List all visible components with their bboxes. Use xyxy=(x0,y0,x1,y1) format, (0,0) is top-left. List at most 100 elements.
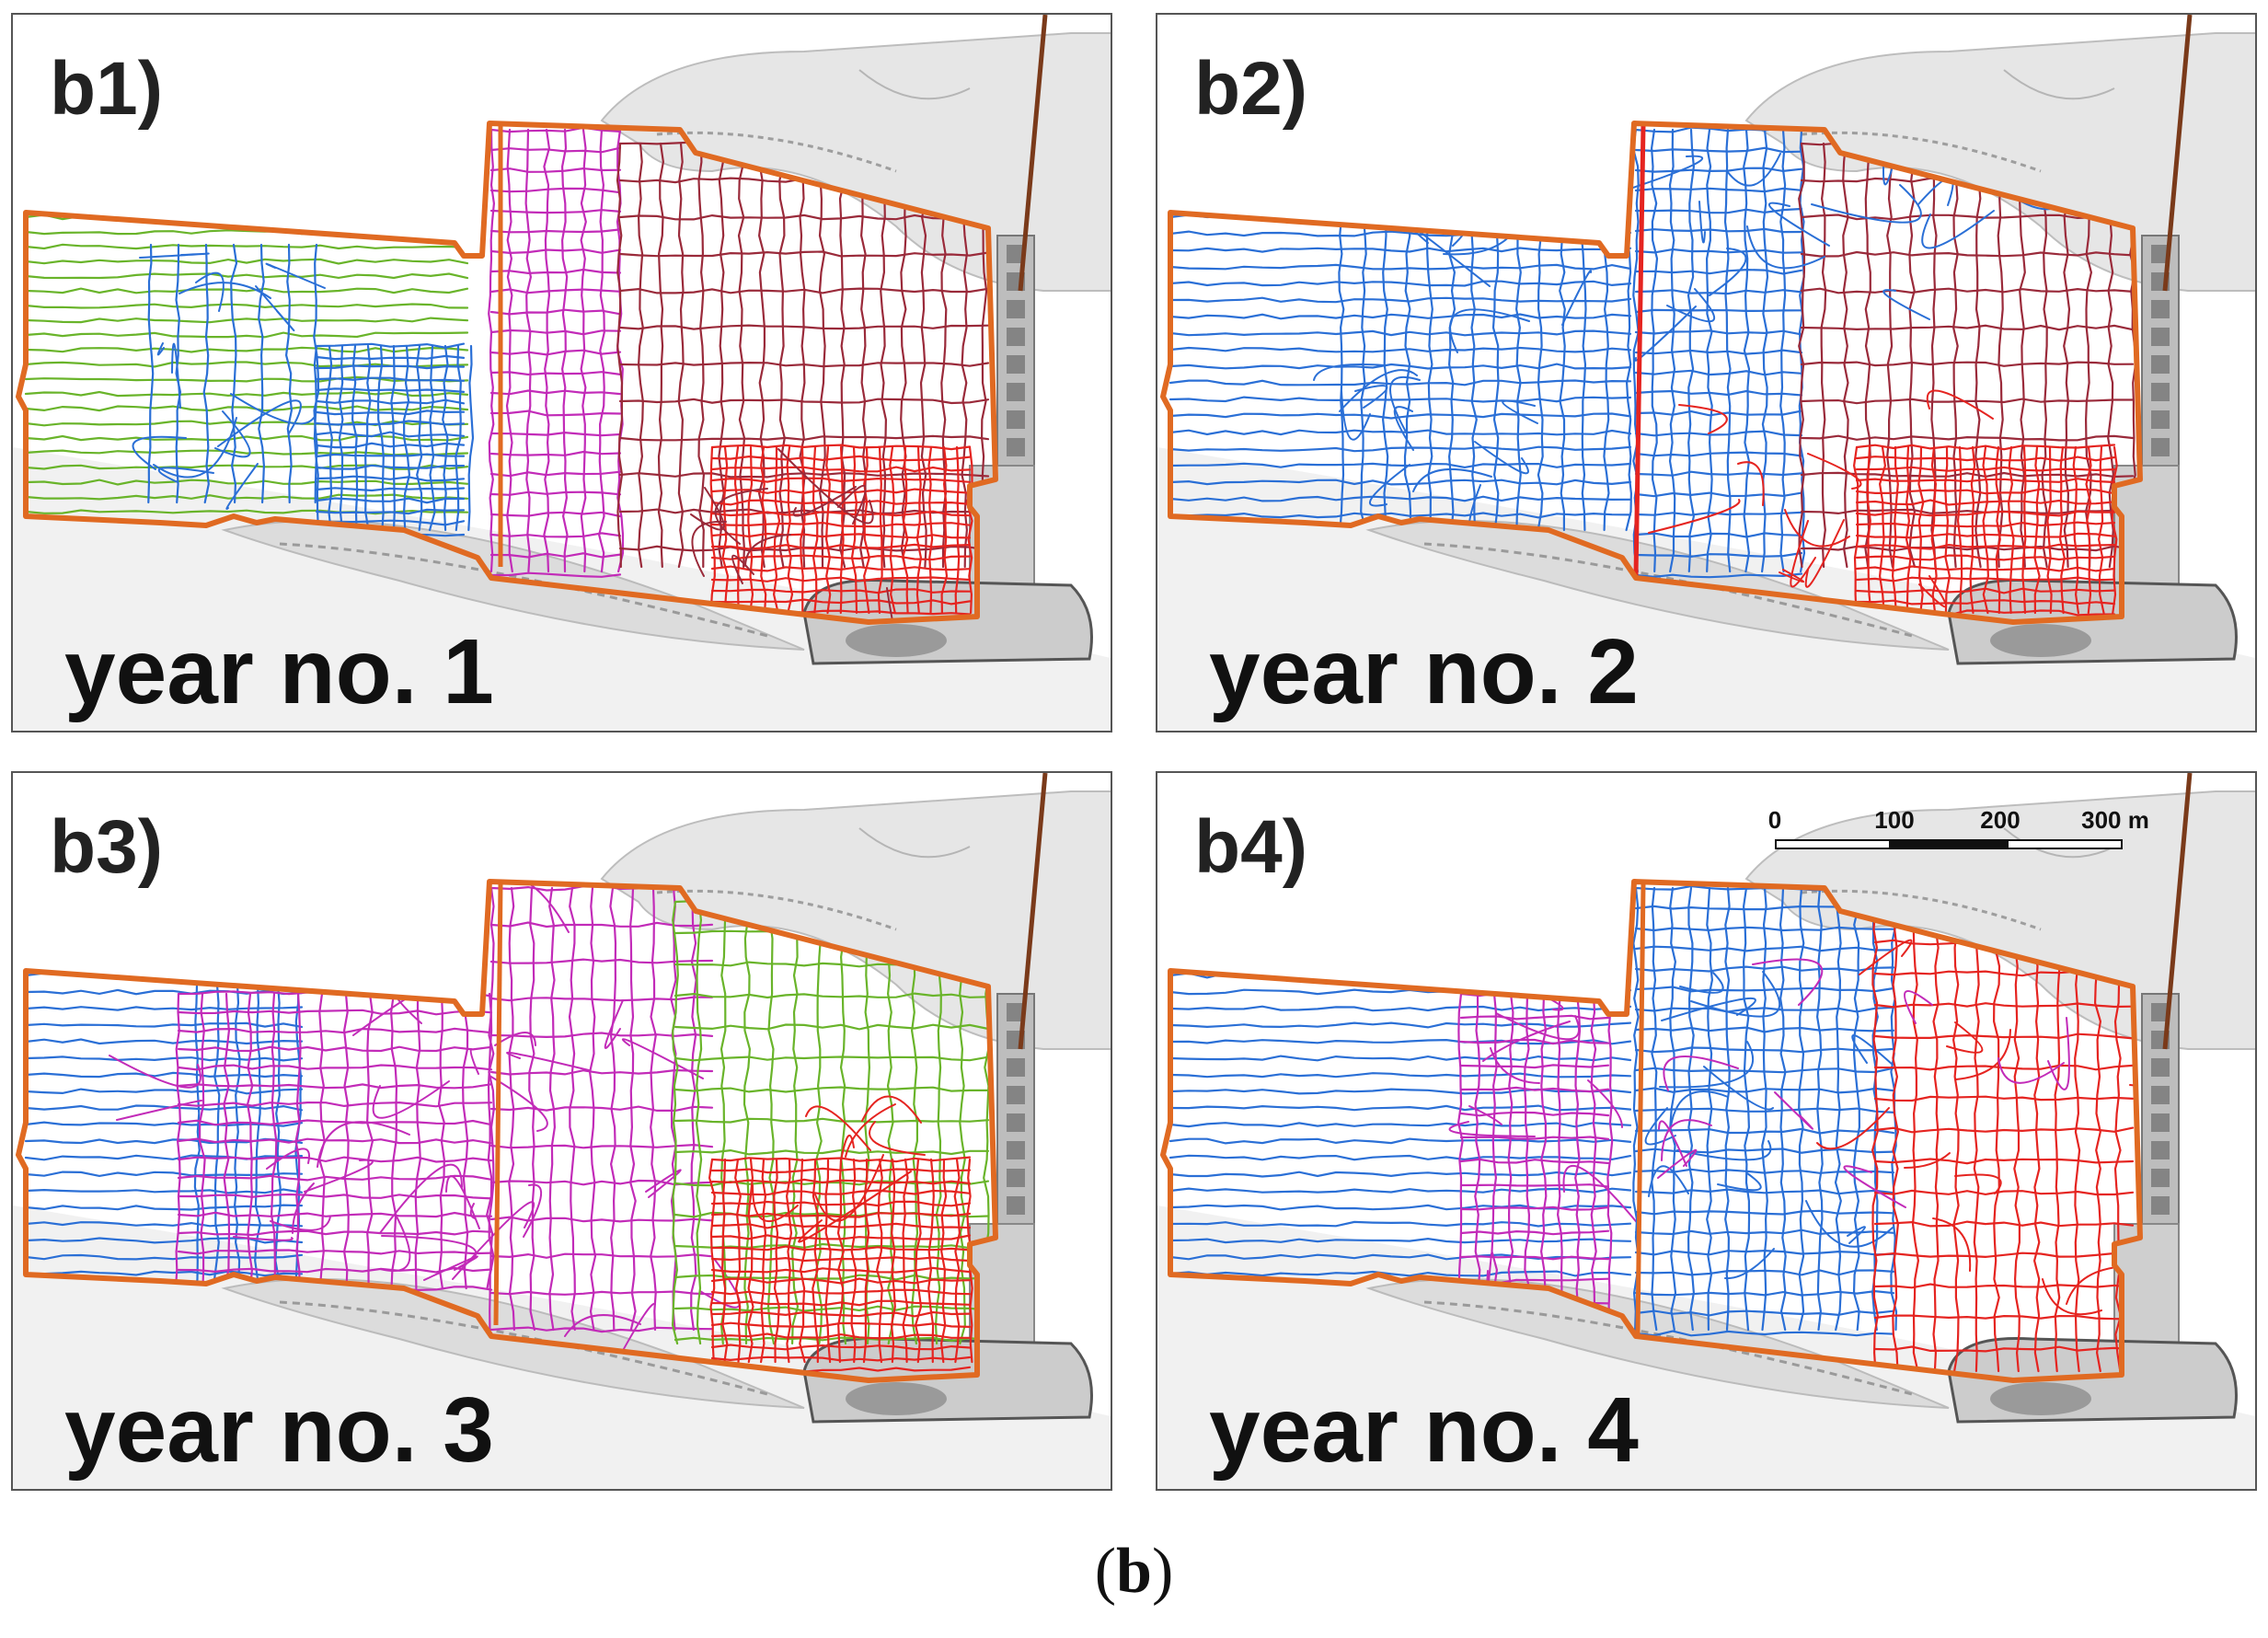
survey-track xyxy=(1587,1079,1623,1128)
zone-divider xyxy=(1633,124,1646,577)
survey-track xyxy=(2047,1017,2070,1090)
survey-track xyxy=(1634,308,1803,314)
survey-tracks xyxy=(1169,123,2137,617)
survey-track xyxy=(1873,1220,2135,1228)
survey-track xyxy=(469,1203,476,1219)
scale-bar: 0 100 200 300 m xyxy=(1766,806,2152,871)
survey-track xyxy=(1574,992,1582,1327)
survey-track xyxy=(695,900,703,1345)
survey-track xyxy=(24,1121,304,1127)
survey-track xyxy=(1634,1228,1895,1236)
survey-track xyxy=(365,992,374,1290)
survey-track xyxy=(1474,992,1481,1327)
survey-track xyxy=(2007,445,2015,615)
survey-track xyxy=(174,992,182,1290)
survey-track xyxy=(376,344,385,532)
pier-block xyxy=(2151,1141,2170,1159)
survey-track xyxy=(1634,268,1803,275)
survey-track xyxy=(812,1158,820,1364)
year-label: year no. 1 xyxy=(64,620,494,723)
survey-track xyxy=(265,262,326,289)
survey-track xyxy=(489,248,622,255)
survey-track xyxy=(489,571,622,578)
survey-track xyxy=(489,1216,714,1223)
survey-track xyxy=(1169,1187,1632,1194)
survey-track xyxy=(157,467,214,483)
survey-track xyxy=(1661,1119,1712,1161)
survey-track xyxy=(223,992,231,1290)
jetty-shadow xyxy=(846,624,947,657)
port-curve xyxy=(858,827,971,859)
survey-track xyxy=(1459,1158,1610,1165)
survey-track xyxy=(1873,1189,2135,1196)
survey-track xyxy=(1676,1140,1772,1161)
survey-track xyxy=(315,442,466,449)
survey-track xyxy=(1580,215,1587,532)
survey-track xyxy=(752,1184,799,1222)
survey-track xyxy=(731,555,754,584)
survey-track xyxy=(886,900,894,1345)
survey-track xyxy=(744,534,791,567)
survey-track xyxy=(837,484,867,525)
survey-track xyxy=(494,1032,536,1046)
survey-track xyxy=(1169,429,1632,436)
survey-track xyxy=(489,146,622,154)
survey-track xyxy=(690,886,697,1332)
map-b3 xyxy=(13,773,1111,1489)
year-label: year no. 3 xyxy=(64,1378,494,1482)
survey-track xyxy=(109,1055,201,1089)
survey-track xyxy=(710,1344,972,1351)
survey-track xyxy=(24,1071,304,1079)
survey-track xyxy=(1800,361,2135,367)
survey-track xyxy=(177,1045,493,1053)
survey-track xyxy=(710,1321,972,1328)
survey-track xyxy=(1717,1172,1762,1192)
survey-track xyxy=(489,470,622,478)
survey-track xyxy=(1852,445,1859,615)
map-b1 xyxy=(13,15,1111,731)
survey-track xyxy=(177,1229,493,1237)
survey-track xyxy=(1679,972,1724,994)
survey-track xyxy=(1634,470,1803,477)
survey-track xyxy=(568,886,576,1332)
port-track xyxy=(656,131,897,173)
survey-track xyxy=(24,1204,304,1211)
survey-track xyxy=(24,1038,304,1045)
survey-track xyxy=(1779,128,1787,573)
survey-track xyxy=(1650,128,1659,573)
survey-track xyxy=(270,1216,331,1231)
survey-track xyxy=(710,1245,972,1252)
survey-track xyxy=(720,1158,729,1364)
survey-track xyxy=(1603,215,1610,532)
survey-track xyxy=(313,344,319,532)
pier-block xyxy=(2151,383,2170,401)
survey-track xyxy=(1997,1057,2065,1084)
survey-track xyxy=(2111,445,2118,615)
survey-track xyxy=(1393,406,1414,451)
survey-track xyxy=(1313,363,1385,381)
survey-track xyxy=(710,1222,972,1229)
survey-track xyxy=(915,445,923,615)
pier-block xyxy=(2151,410,2170,429)
survey-track xyxy=(1807,453,1862,490)
survey-track xyxy=(1768,202,1830,247)
survey-track xyxy=(455,344,462,532)
survey-track xyxy=(890,1158,896,1364)
survey-track xyxy=(24,287,469,294)
survey-track xyxy=(1634,389,1803,397)
survey-track xyxy=(622,1038,704,1079)
survey-track xyxy=(1706,886,1714,1332)
survey-track xyxy=(1871,909,1879,1373)
survey-track xyxy=(139,252,210,259)
port-curve xyxy=(2003,827,2115,859)
survey-track xyxy=(177,1101,493,1108)
survey-track xyxy=(691,520,727,577)
survey-track xyxy=(178,282,271,299)
survey-track xyxy=(1743,128,1751,573)
survey-track xyxy=(225,463,259,510)
survey-track xyxy=(548,886,557,1332)
survey-track xyxy=(489,1252,714,1259)
year-label: year no. 4 xyxy=(1209,1378,1639,1482)
pier-block xyxy=(1007,1058,1025,1077)
survey-track xyxy=(489,209,622,214)
